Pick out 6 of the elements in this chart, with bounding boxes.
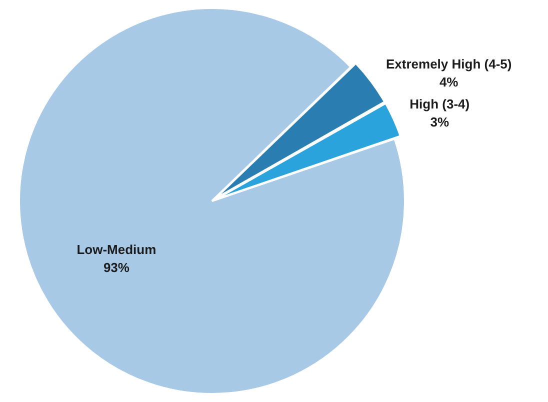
slice-label: Extremely High (4-5)	[386, 56, 512, 72]
slice-label: Low-Medium	[76, 242, 156, 257]
data-label: 3%	[430, 114, 450, 130]
slice-label: High (3-4)	[410, 96, 470, 112]
data-label: 93%	[103, 260, 130, 275]
data-label: 4%	[439, 74, 459, 90]
